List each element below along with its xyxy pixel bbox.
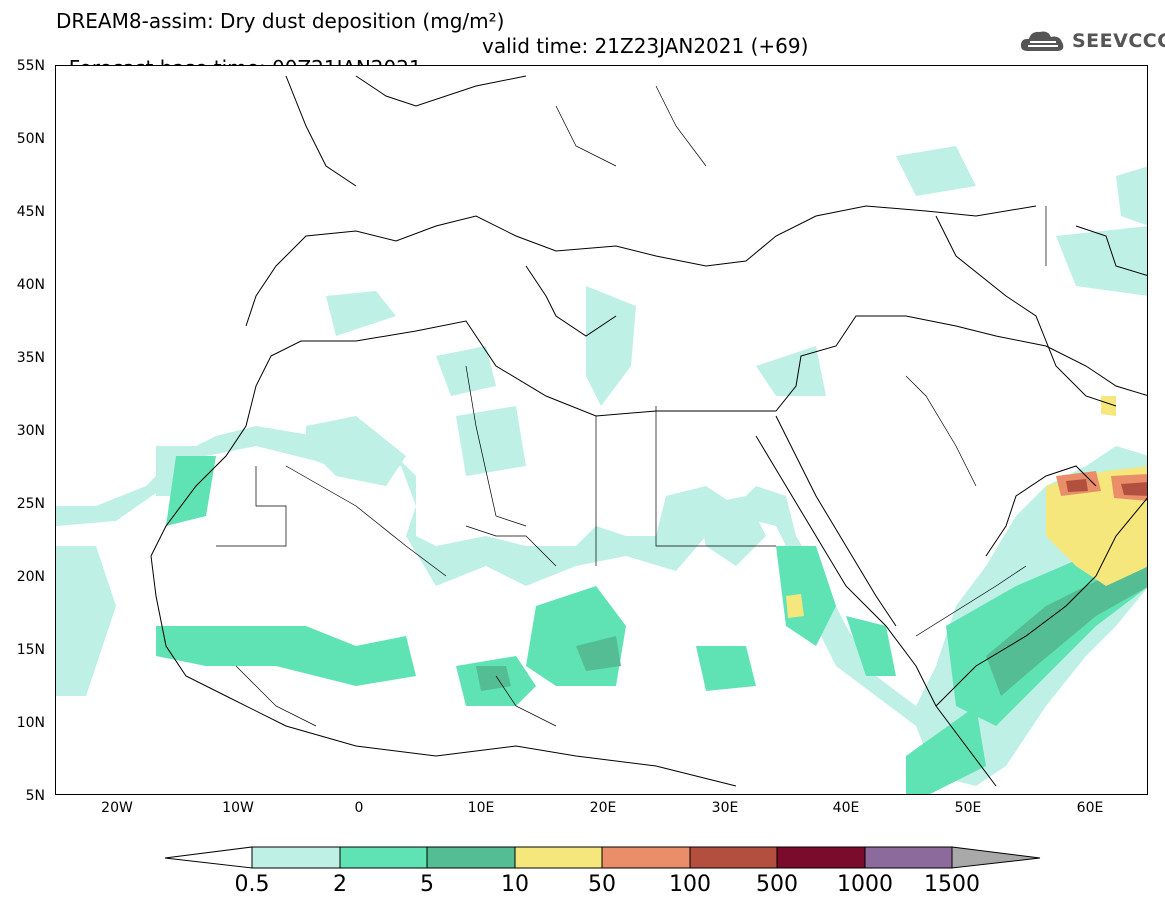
colorbar-box [426, 846, 516, 869]
map-title: DREAM8-assim: Dry dust deposition (mg/m²… [56, 9, 505, 33]
logo-text: SEEVCCC [1072, 30, 1165, 52]
lon-label: 10W [222, 800, 254, 816]
lat-label: 40N [16, 277, 45, 293]
lon-label: 0 [354, 800, 364, 816]
colorbar-label: 2 [333, 872, 347, 897]
colorbar-label: 5 [420, 872, 434, 897]
colorbar-label: 1000 [837, 872, 893, 897]
colorbar-label: 1500 [924, 872, 980, 897]
cloud-icon [1020, 31, 1064, 51]
lat-label: 10N [16, 715, 45, 731]
lat-label: 50N [16, 131, 45, 147]
colorbar-label: 500 [756, 872, 798, 897]
colorbar-lower-arrow [164, 846, 253, 869]
lat-label: 25N [16, 496, 45, 512]
lat-label: 5N [25, 788, 45, 804]
map-plot-area [55, 65, 1148, 795]
colorbar-box [514, 846, 603, 869]
lon-label: 20W [101, 800, 133, 816]
dust-map [56, 75, 1147, 794]
lat-label: 55N [16, 58, 45, 74]
colorbar-box [601, 846, 691, 869]
lat-label: 45N [16, 204, 45, 220]
lon-label: 50E [954, 800, 982, 816]
colorbar-box [689, 846, 778, 869]
colorbar-box [251, 846, 341, 869]
lat-label: 20N [16, 569, 45, 585]
lon-label: 40E [832, 800, 860, 816]
valid-time: valid time: 21Z23JAN2021 (+69) [482, 34, 809, 58]
colorbar-box [864, 846, 953, 869]
colorbar-box [776, 846, 866, 869]
lon-label: 30E [711, 800, 739, 816]
lon-label: 10E [467, 800, 495, 816]
colorbar-label: 0.5 [234, 872, 270, 897]
lat-label: 35N [16, 350, 45, 366]
lat-label: 15N [16, 642, 45, 658]
colorbar-upper-arrow [951, 846, 1041, 869]
lon-label: 60E [1076, 800, 1104, 816]
colorbar-label: 50 [588, 872, 616, 897]
lat-label: 30N [16, 423, 45, 439]
colorbar-label: 10 [501, 872, 529, 897]
colorbar-box [339, 846, 428, 869]
colorbar-label: 100 [669, 872, 711, 897]
seevccc-logo: SEEVCCC [1018, 26, 1165, 56]
lon-label: 20E [589, 800, 617, 816]
deposition-layer-100-500 [1066, 479, 1147, 496]
coastlines-and-borders [150, 75, 1147, 787]
country-borders [216, 85, 1047, 727]
